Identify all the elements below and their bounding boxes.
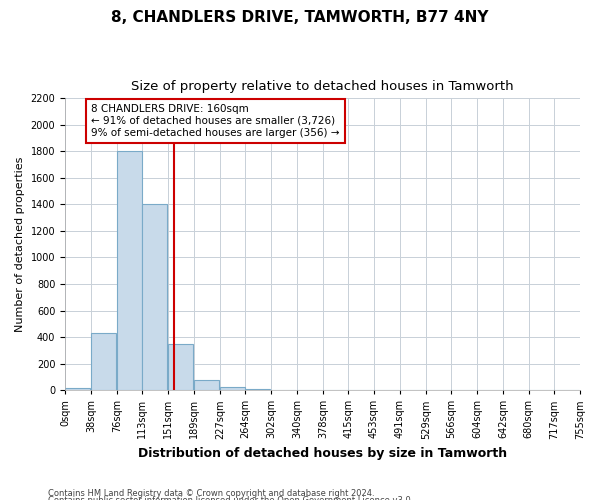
Text: 8, CHANDLERS DRIVE, TAMWORTH, B77 4NY: 8, CHANDLERS DRIVE, TAMWORTH, B77 4NY: [111, 10, 489, 25]
Text: 8 CHANDLERS DRIVE: 160sqm
← 91% of detached houses are smaller (3,726)
9% of sem: 8 CHANDLERS DRIVE: 160sqm ← 91% of detac…: [91, 104, 340, 138]
Text: Contains public sector information licensed under the Open Government Licence v3: Contains public sector information licen…: [48, 496, 413, 500]
Bar: [117, 152, 142, 390]
Y-axis label: Number of detached properties: Number of detached properties: [15, 156, 25, 332]
Bar: [65, 388, 90, 390]
Bar: [220, 387, 245, 390]
Bar: [91, 333, 116, 390]
Text: Contains HM Land Registry data © Crown copyright and database right 2024.: Contains HM Land Registry data © Crown c…: [48, 488, 374, 498]
Bar: [168, 344, 193, 390]
Bar: [142, 204, 167, 390]
Title: Size of property relative to detached houses in Tamworth: Size of property relative to detached ho…: [131, 80, 514, 93]
X-axis label: Distribution of detached houses by size in Tamworth: Distribution of detached houses by size …: [138, 447, 507, 460]
Bar: [194, 380, 219, 390]
